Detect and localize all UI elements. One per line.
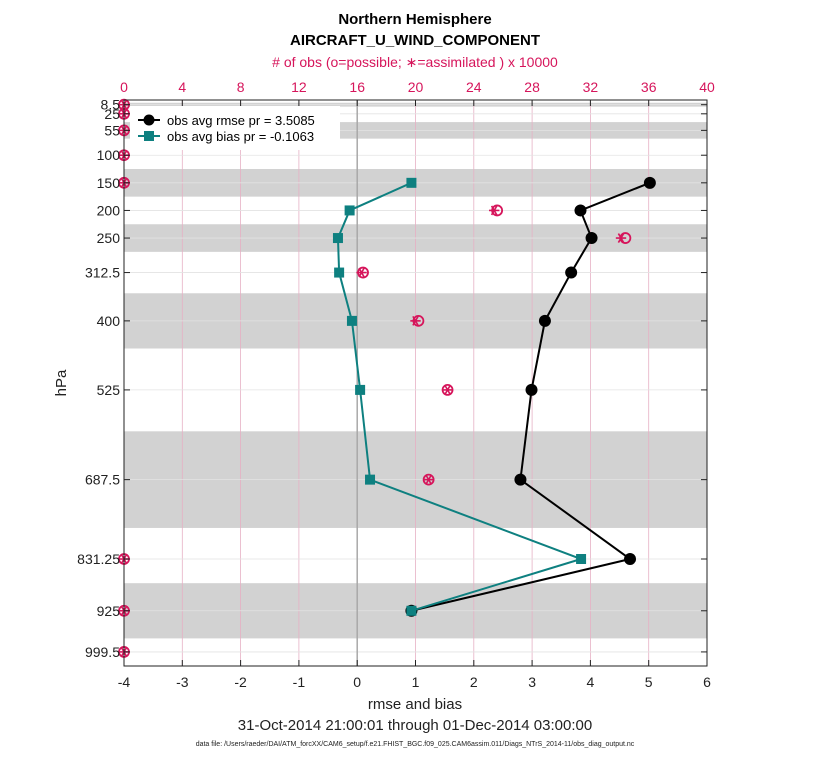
x-tick-label: 4 [587,674,595,690]
assimilated-obs-stroke [425,474,432,485]
assimilated-obs-stroke [412,315,419,326]
top-tick-label: 8 [237,79,245,95]
top-tick-label: 28 [524,79,540,95]
y-tick-label: 999.5 [85,644,120,660]
x-tick-label: 0 [353,674,361,690]
y-tick-label: 100 [97,147,121,163]
top-tick-label: 36 [641,79,657,95]
assimilated-obs-marker [489,205,500,216]
x-tick-label: 1 [412,674,420,690]
bias-point [406,177,417,188]
y-tick-label: 200 [97,202,121,218]
y-tick-label: 8.5 [101,97,121,113]
legend-rmse-label: obs avg rmse pr = 3.5085 [167,113,315,128]
assimilated-obs-stroke [617,233,625,243]
bias-point [344,205,355,216]
top-tick-label: 16 [349,79,365,95]
x-tick-label: 6 [703,674,711,690]
rmse-point [585,232,598,245]
rmse-point [574,204,587,217]
legend: obs avg rmse pr = 3.5085 obs avg bias pr… [130,106,340,150]
assimilated-obs-marker [356,267,367,278]
top-tick-label: 32 [583,79,599,95]
assimilated-obs-marker [615,233,627,243]
rmse-point [565,266,578,279]
rmse-point [514,473,527,486]
x-tick-label: -4 [118,674,131,690]
y-tick-label: 250 [97,230,121,246]
bias-point [355,384,366,395]
rmse-point [538,314,551,327]
assimilated-obs-marker [442,384,453,395]
chart-title: Northern Hemisphere [338,11,491,28]
y-tick-label: 525 [97,382,121,398]
bias-point [406,605,417,616]
x-axis-label: rmse and bias [368,696,462,713]
x-tick-label: 5 [645,674,653,690]
assimilated-obs-marker [410,315,421,326]
y-tick-label: 831.25 [77,551,120,567]
y-tick-label: 400 [97,313,121,329]
legend-bias-label: obs avg bias pr = -0.1063 [167,129,314,144]
y-tick-label: 25 [104,106,120,122]
x-tick-label: -2 [234,674,247,690]
rmse-point [643,176,656,189]
bias-point [365,474,376,485]
top-axis-label: # of obs (o=possible; ∗=assimilated ) x … [272,54,558,70]
legend-rmse-marker [143,114,155,126]
rmse-point [525,383,538,396]
x-tick-label: -1 [293,674,306,690]
data-file-note: data file: /Users/raeder/DAI/ATM_forcXX/… [196,741,635,748]
bias-point [332,233,343,244]
date-range: 31-Oct-2014 21:00:01 through 01-Dec-2014… [238,717,592,734]
top-tick-label: 24 [466,79,482,95]
series-layer [332,176,656,617]
top-tick-label: 4 [178,79,186,95]
legend-box [130,106,340,150]
top-tick-label: 0 [120,79,128,95]
top-tick-label: 40 [699,79,715,95]
top-tick-label: 20 [408,79,424,95]
assimilated-obs-stroke [490,205,498,216]
legend-bias-marker [144,131,154,141]
tick-layer: -4 -3 -2 -1 0 1 2 3 4 5 60 4 8 12 16 20 24 28 32 36 408.5255… [77,79,715,690]
bias-point [576,554,587,565]
y-tick-label: 55 [104,122,120,138]
x-tick-label: 3 [528,674,536,690]
bias-point [346,315,357,326]
assimilated-obs-stroke [444,384,451,395]
y-tick-label: 687.5 [85,472,120,488]
y-tick-label: 925 [97,603,121,619]
y-tick-label: 312.5 [85,265,120,281]
assimilated-obs-stroke [358,267,365,278]
y-tick-label: 150 [97,175,121,191]
chart-subtitle: AIRCRAFT_U_WIND_COMPONENT [290,32,540,49]
assimilated-obs-marker [423,474,434,485]
rmse-point [624,553,637,566]
x-tick-label: -3 [176,674,189,690]
y-axis-label: hPa [53,369,70,396]
x-tick-label: 2 [470,674,478,690]
bias-point [334,267,345,278]
top-tick-label: 12 [291,79,307,95]
